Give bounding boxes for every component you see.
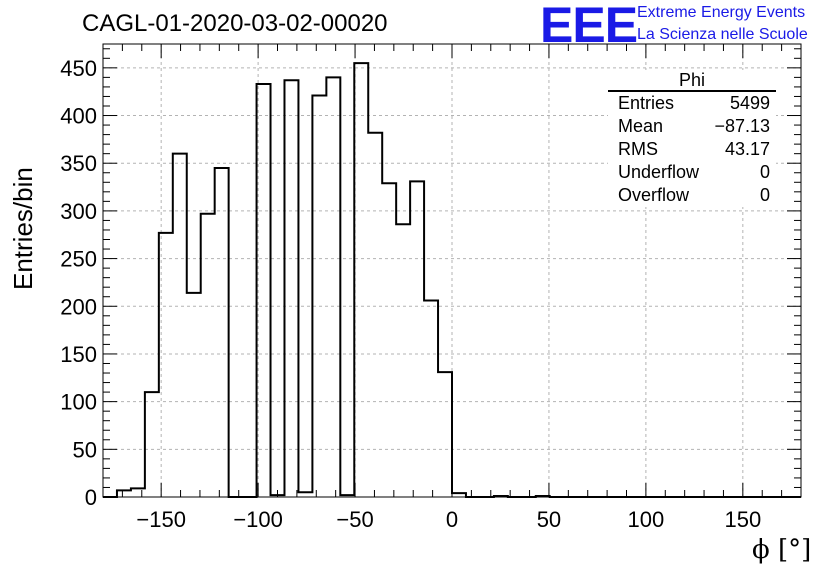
histogram-bin [257, 84, 271, 497]
y-tick-label: 400 [60, 104, 97, 129]
stats-value: 43.17 [724, 139, 770, 159]
y-axis-label: Entries/bin [8, 167, 38, 290]
axes [102, 43, 802, 498]
histogram-bin [396, 224, 410, 497]
run-title: CAGL-01-2020-03-02-00020 [82, 10, 388, 37]
histogram-bin [117, 490, 131, 497]
stats-box: Phi Entries 5499 Mean −87.13 RMS 43.17 U… [608, 70, 776, 207]
histogram-bin [284, 80, 298, 497]
histogram-bin [145, 392, 159, 497]
stats-row-mean: Mean −87.13 [608, 115, 776, 138]
x-tick-label: 100 [628, 507, 665, 532]
histogram-bin [368, 133, 382, 497]
histogram-bin [382, 183, 396, 497]
stats-value: 5499 [729, 93, 770, 113]
histogram-bin [215, 168, 229, 497]
y-tick-label: 0 [85, 485, 97, 510]
y-tick-label: 450 [60, 56, 97, 81]
stats-row-underflow: Underflow 0 [608, 161, 776, 184]
stats-row-entries: Entries 5499 [608, 92, 776, 115]
x-tick-label: −150 [136, 507, 186, 532]
x-tick-label: −50 [336, 507, 373, 532]
histogram-bin [201, 214, 215, 497]
histogram-bin [131, 488, 145, 497]
histogram-bin [438, 372, 452, 497]
stats-label: Overflow [618, 185, 690, 205]
stats-value: −87.13 [714, 116, 770, 136]
x-tick-label: −100 [233, 507, 283, 532]
stats-label: Entries [618, 93, 675, 113]
y-tick-label: 250 [60, 247, 97, 272]
histogram-bin [326, 77, 340, 497]
stats-label: RMS [618, 139, 658, 159]
tick-labels: −150 −100 −50 0 50 100 150 0 50 100 150 200 250 300 35… [60, 56, 761, 532]
y-tick-label: 300 [60, 199, 97, 224]
stats-value: 0 [759, 185, 770, 205]
stats-row-overflow: Overflow 0 [608, 184, 776, 207]
y-tick-label: 100 [60, 390, 97, 415]
x-tick-label: 50 [537, 507, 561, 532]
stats-label: Mean [618, 116, 664, 136]
x-tick-label: 0 [446, 507, 458, 532]
histogram-bin [424, 301, 438, 497]
stats-value: 0 [759, 162, 770, 182]
x-axis-label: ϕ [°] [752, 535, 812, 565]
logo-subtitle-2: La Scienza nelle Scuole [637, 26, 808, 43]
x-tick-label: 150 [724, 507, 761, 532]
stats-row-rms: RMS 43.17 [608, 138, 776, 161]
stats-title: Phi [608, 70, 776, 92]
y-tick-label: 50 [73, 437, 97, 462]
histogram-bin [354, 63, 368, 497]
logo-subtitle-1: Extreme Energy Events [637, 4, 806, 21]
histogram-bin [187, 293, 201, 497]
histogram-bin [173, 154, 187, 497]
y-tick-label: 200 [60, 294, 97, 319]
y-tick-label: 150 [60, 342, 97, 367]
histogram-bin [312, 95, 326, 497]
eee-logo: EEE [540, 0, 638, 53]
stats-label: Underflow [618, 162, 700, 182]
y-tick-label: 350 [60, 151, 97, 176]
